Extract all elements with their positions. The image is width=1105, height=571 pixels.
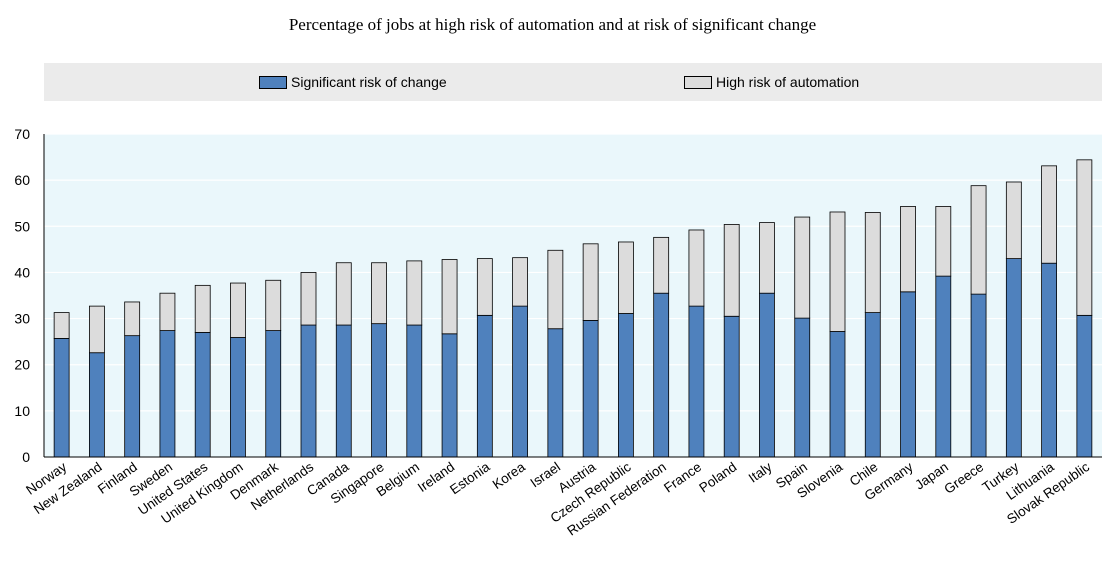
bar-high-automation: [723, 224, 740, 317]
bar-high-automation: [547, 249, 564, 330]
bar-significant-change: [406, 324, 423, 458]
bar-significant-change: [900, 291, 916, 458]
bar-high-automation: [300, 272, 317, 326]
y-tick-label: 0: [22, 449, 30, 465]
bar-significant-change: [371, 323, 387, 458]
bar-significant-change: [653, 292, 670, 458]
bar-high-automation: [194, 284, 211, 333]
x-tick-label: Italy: [746, 459, 775, 486]
legend-item-high-automation: High risk of automation: [684, 74, 859, 90]
bar-high-automation: [335, 262, 352, 326]
bar-significant-change: [89, 352, 105, 458]
bar-significant-change: [829, 331, 846, 458]
bar-significant-change: [476, 314, 493, 458]
bar-significant-change: [864, 312, 881, 458]
legend-label-significant-change: Significant risk of change: [291, 74, 447, 90]
y-tick-label: 70: [14, 126, 30, 142]
bar-high-automation: [618, 241, 634, 314]
bar-high-automation: [159, 292, 176, 331]
bar-high-automation: [653, 236, 670, 294]
bar-significant-change: [970, 293, 987, 458]
chart-title: Percentage of jobs at high risk of autom…: [288, 15, 817, 34]
bar-significant-change: [441, 333, 458, 458]
bar-high-automation: [265, 279, 282, 331]
bar-significant-change: [124, 335, 141, 458]
legend-label-high-automation: High risk of automation: [716, 74, 860, 90]
x-tick-label: Greece: [941, 459, 986, 497]
bar-high-automation: [970, 185, 987, 295]
bar-significant-change: [759, 292, 775, 458]
bar-high-automation: [864, 212, 881, 313]
bar-high-automation: [794, 216, 811, 319]
bar-high-automation: [89, 305, 105, 354]
bar-significant-change: [1076, 314, 1093, 458]
bar-significant-change: [335, 324, 352, 458]
bar-high-automation: [512, 257, 528, 307]
bar-significant-change: [159, 330, 176, 458]
bar-significant-change: [794, 317, 811, 458]
y-tick-label: 10: [14, 403, 30, 419]
bar-high-automation: [406, 260, 423, 326]
bar-significant-change: [723, 315, 740, 458]
y-tick-label: 40: [14, 264, 30, 280]
bar-high-automation: [1005, 181, 1022, 259]
bar-high-automation: [124, 301, 141, 337]
x-tick-label: France: [661, 459, 704, 495]
bar-high-automation: [230, 282, 246, 338]
y-axis: 0 10 20 30 40 50 60 70: [14, 126, 45, 465]
bar-high-automation: [935, 206, 952, 277]
bar-high-automation: [53, 312, 70, 339]
x-tick-label: Estonia: [447, 459, 493, 497]
bar-high-automation: [1041, 165, 1057, 264]
bar-significant-change: [230, 337, 246, 458]
bar-significant-change: [194, 332, 211, 458]
bar-significant-change: [688, 305, 705, 458]
bar-significant-change: [265, 330, 282, 458]
y-tick-label: 50: [14, 218, 30, 234]
bar-high-automation: [582, 243, 599, 321]
bar-significant-change: [618, 313, 634, 458]
bar-high-automation: [688, 229, 705, 307]
bar-high-automation: [900, 206, 916, 293]
bar-significant-change: [53, 338, 70, 458]
legend-swatch-high-automation: [684, 75, 712, 89]
legend: Significant risk of change High risk of …: [44, 63, 1102, 101]
bar-high-automation: [1076, 159, 1093, 316]
bar-significant-change: [512, 305, 528, 458]
y-tick-label: 20: [14, 357, 30, 373]
bar-significant-change: [1041, 262, 1057, 458]
bar-significant-change: [935, 275, 952, 458]
bar-high-automation: [759, 222, 775, 294]
legend-swatch-significant-change: [259, 75, 287, 89]
y-tick-label: 30: [14, 311, 30, 327]
bar-significant-change: [1005, 258, 1022, 458]
bar-high-automation: [441, 259, 458, 335]
plot-area: [44, 134, 1102, 457]
legend-item-significant-change: Significant risk of change: [259, 74, 447, 90]
bar-significant-change: [300, 324, 317, 458]
bar-high-automation: [476, 258, 493, 316]
x-tick-label: Poland: [696, 459, 739, 495]
bar-significant-change: [547, 328, 564, 458]
gridlines: [44, 133, 1102, 412]
x-tick-label: Korea: [490, 459, 529, 492]
bar-high-automation: [829, 211, 846, 332]
bar-high-automation: [371, 262, 387, 325]
y-tick-label: 60: [14, 172, 30, 188]
bar-significant-change: [582, 320, 599, 458]
